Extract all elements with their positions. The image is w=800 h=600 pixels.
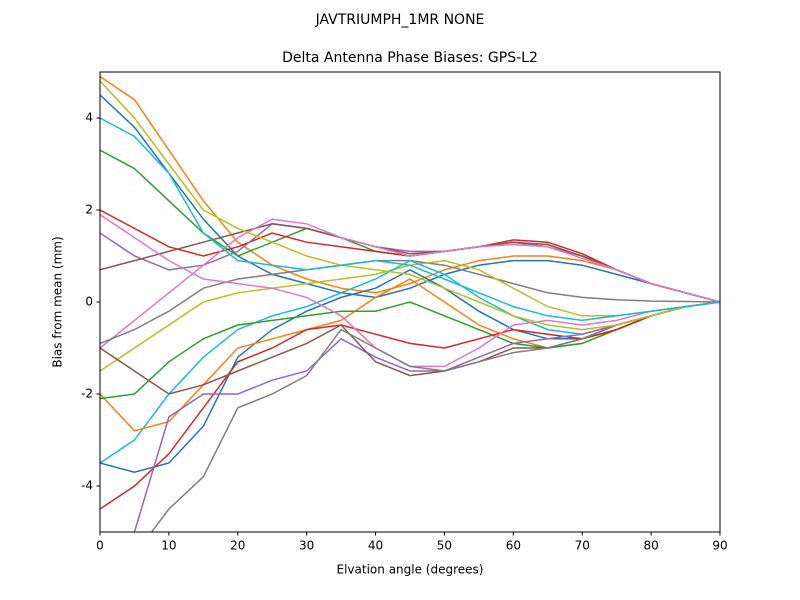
series-line xyxy=(100,259,720,464)
x-axis-label: Elvation angle (degrees) xyxy=(337,563,484,577)
y-tick-label: -2 xyxy=(81,387,93,401)
series-line xyxy=(100,75,720,303)
x-tick-label: 30 xyxy=(299,539,314,553)
plot-area xyxy=(100,75,720,532)
series-line xyxy=(100,301,720,510)
x-tick-label: 10 xyxy=(161,539,176,553)
x-tick-label: 40 xyxy=(368,539,383,553)
series-line xyxy=(100,218,720,349)
series-line xyxy=(133,301,720,532)
chart-title: Delta Antenna Phase Biases: GPS-L2 xyxy=(282,50,538,66)
series-line xyxy=(100,223,720,303)
x-tick-label: 0 xyxy=(96,539,104,553)
series-line xyxy=(100,117,720,322)
x-tick-label: 70 xyxy=(575,539,590,553)
y-tick-label: -4 xyxy=(81,479,93,493)
series-line xyxy=(100,94,720,303)
series-line xyxy=(100,80,720,331)
y-tick-label: 0 xyxy=(85,295,93,309)
series-line xyxy=(100,301,720,395)
x-tick-label: 50 xyxy=(437,539,452,553)
y-tick-label: 2 xyxy=(85,203,93,217)
suptitle: JAVTRIUMPH_1MR NONE xyxy=(315,12,485,28)
x-tick-label: 80 xyxy=(643,539,658,553)
series-line xyxy=(100,301,720,400)
x-tick-label: 60 xyxy=(506,539,521,553)
y-tick-label: 4 xyxy=(85,111,93,125)
y-axis-label: Bias from mean (mm) xyxy=(51,236,65,367)
x-tick-label: 90 xyxy=(712,539,727,553)
x-tick-label: 20 xyxy=(230,539,245,553)
series-line xyxy=(100,223,720,303)
